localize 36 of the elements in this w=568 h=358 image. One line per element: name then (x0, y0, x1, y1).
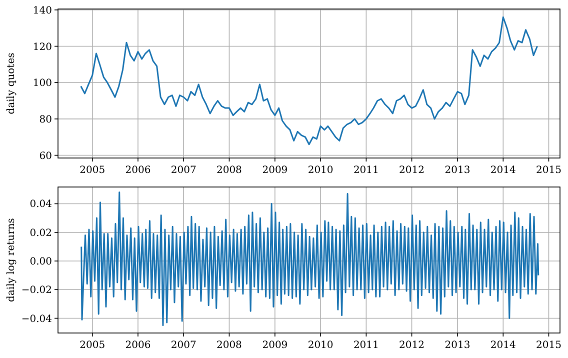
y-tick-label: 140 (32, 5, 52, 16)
x-tick-label: 2015 (536, 340, 562, 351)
y-tick-label: 0.04 (30, 199, 52, 210)
x-tick-label: 2008 (216, 165, 242, 176)
x-tick-label: 2007 (170, 340, 196, 351)
y-axis-title: daily log returns (6, 218, 17, 302)
y-tick-label: −0.02 (21, 285, 52, 296)
y-tick-label: −0.04 (21, 314, 52, 325)
x-tick-label: 2010 (308, 340, 334, 351)
x-tick-label: 2011 (353, 340, 379, 351)
x-tick-label: 2007 (170, 165, 196, 176)
x-tick-label: 2008 (216, 340, 242, 351)
y-tick-label: 0.00 (30, 256, 52, 268)
y-tick-label: 80 (39, 114, 52, 126)
x-tick-label: 2013 (444, 340, 470, 351)
y-tick-label: 120 (32, 42, 52, 53)
x-tick-label: 2005 (80, 165, 106, 176)
y-tick-label: 60 (39, 150, 52, 162)
y-axis-title: daily quotes (6, 52, 17, 114)
x-tick-label: 2013 (444, 165, 470, 176)
x-tick-label: 2015 (536, 165, 562, 176)
x-tick-label: 2009 (262, 340, 288, 351)
y-tick-label: 100 (32, 78, 52, 90)
y-tick-label: 0.02 (30, 228, 52, 239)
x-tick-label: 2006 (125, 340, 151, 351)
x-tick-label: 2012 (399, 340, 425, 351)
x-tick-label: 2005 (80, 340, 106, 351)
line-series (80, 16, 538, 146)
x-tick-label: 2006 (125, 165, 151, 176)
x-tick-label: 2010 (308, 165, 334, 176)
line-series (80, 192, 540, 326)
x-tick-label: 2009 (262, 165, 288, 176)
x-tick-label: 2014 (490, 340, 516, 351)
x-tick-label: 2011 (353, 165, 379, 176)
x-tick-label: 2012 (399, 165, 425, 176)
x-tick-label: 2014 (490, 165, 516, 176)
